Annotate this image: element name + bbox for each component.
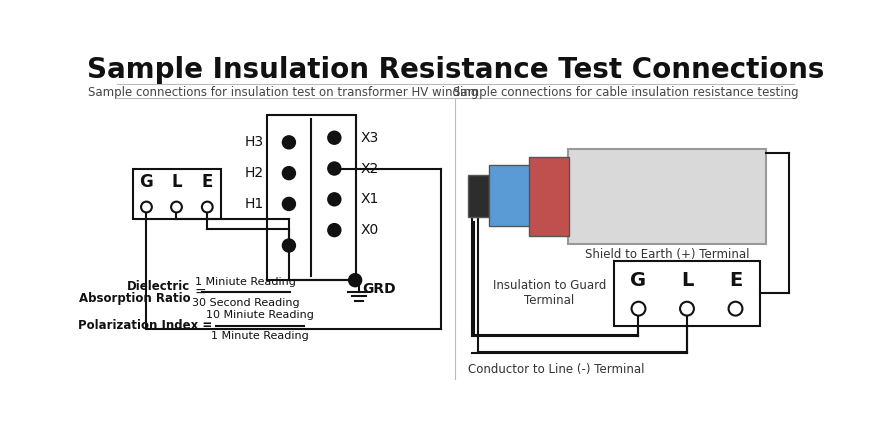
Text: Insulation to Guard
Terminal: Insulation to Guard Terminal <box>493 279 606 307</box>
Circle shape <box>141 202 152 212</box>
Text: GRD: GRD <box>362 282 396 296</box>
Bar <box>568 149 766 244</box>
Text: H2: H2 <box>244 166 263 180</box>
Bar <box>489 166 532 226</box>
Text: H3: H3 <box>244 135 263 149</box>
Text: X1: X1 <box>361 192 379 206</box>
Text: L: L <box>681 272 693 290</box>
Text: X0: X0 <box>361 223 379 237</box>
Circle shape <box>349 274 361 286</box>
Text: G: G <box>630 272 646 290</box>
Text: Sample connections for insulation test on transformer HV winding: Sample connections for insulation test o… <box>87 86 478 99</box>
Text: Conductor to Line (-) Terminal: Conductor to Line (-) Terminal <box>468 363 644 376</box>
Bar <box>132 169 221 218</box>
Circle shape <box>729 302 742 316</box>
Circle shape <box>283 167 295 179</box>
Text: Sample connections for cable insulation resistance testing: Sample connections for cable insulation … <box>453 86 798 99</box>
Text: 1 Miniute Reading: 1 Miniute Reading <box>196 277 296 287</box>
Circle shape <box>171 202 182 212</box>
Text: X3: X3 <box>361 131 379 145</box>
Bar <box>268 115 356 280</box>
Text: 10 Miniute Reading: 10 Miniute Reading <box>205 310 314 320</box>
Circle shape <box>283 136 295 148</box>
Circle shape <box>680 302 694 316</box>
Text: Dielectric: Dielectric <box>127 280 190 293</box>
Circle shape <box>328 193 340 205</box>
Text: X2: X2 <box>361 162 379 175</box>
Text: Sample Insulation Resistance Test Connections: Sample Insulation Resistance Test Connec… <box>86 56 824 84</box>
Bar <box>529 157 569 236</box>
Text: E: E <box>202 173 213 191</box>
Circle shape <box>283 239 295 252</box>
Circle shape <box>328 132 340 144</box>
Text: L: L <box>172 173 181 191</box>
Text: 1 Minute Reading: 1 Minute Reading <box>211 331 308 341</box>
Text: Absorption Ratio: Absorption Ratio <box>79 292 190 305</box>
Bar <box>468 175 489 217</box>
Text: E: E <box>729 272 742 290</box>
Text: Shield to Earth (+) Terminal: Shield to Earth (+) Terminal <box>585 248 749 261</box>
Circle shape <box>631 302 645 316</box>
Circle shape <box>328 224 340 236</box>
Text: =: = <box>194 285 206 299</box>
Circle shape <box>328 162 340 175</box>
Text: H1: H1 <box>244 197 263 211</box>
Circle shape <box>202 202 212 212</box>
Text: 30 Second Reading: 30 Second Reading <box>192 298 300 308</box>
Text: G: G <box>140 173 153 191</box>
Circle shape <box>283 198 295 210</box>
Bar <box>613 261 760 326</box>
Text: Polarization Index =: Polarization Index = <box>77 319 212 332</box>
